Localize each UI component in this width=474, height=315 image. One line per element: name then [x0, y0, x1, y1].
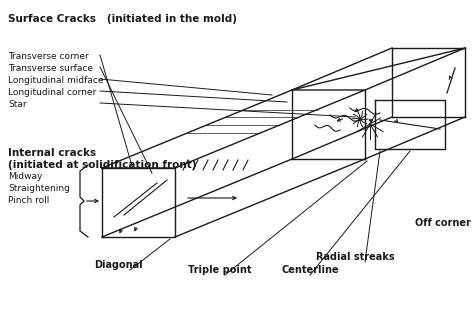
Text: Transverse corner: Transverse corner: [8, 52, 89, 61]
Text: Triple point: Triple point: [188, 265, 252, 275]
Text: Diagonal: Diagonal: [94, 260, 142, 270]
Text: Longitudinal corner: Longitudinal corner: [8, 88, 96, 97]
Text: Centerline: Centerline: [281, 265, 339, 275]
Text: Surface Cracks   (initiated in the mold): Surface Cracks (initiated in the mold): [8, 14, 237, 24]
Text: Midway: Midway: [8, 172, 42, 181]
Text: Star: Star: [8, 100, 27, 109]
Text: Transverse surface: Transverse surface: [8, 64, 93, 73]
Text: Straightening: Straightening: [8, 184, 70, 193]
Text: Off corner: Off corner: [415, 218, 471, 228]
Text: Internal cracks
(initiated at solidification front): Internal cracks (initiated at solidifica…: [8, 148, 197, 169]
Text: Radial streaks: Radial streaks: [316, 252, 394, 262]
Text: Pinch roll: Pinch roll: [8, 196, 49, 205]
Text: Longitudinal midface: Longitudinal midface: [8, 76, 103, 85]
